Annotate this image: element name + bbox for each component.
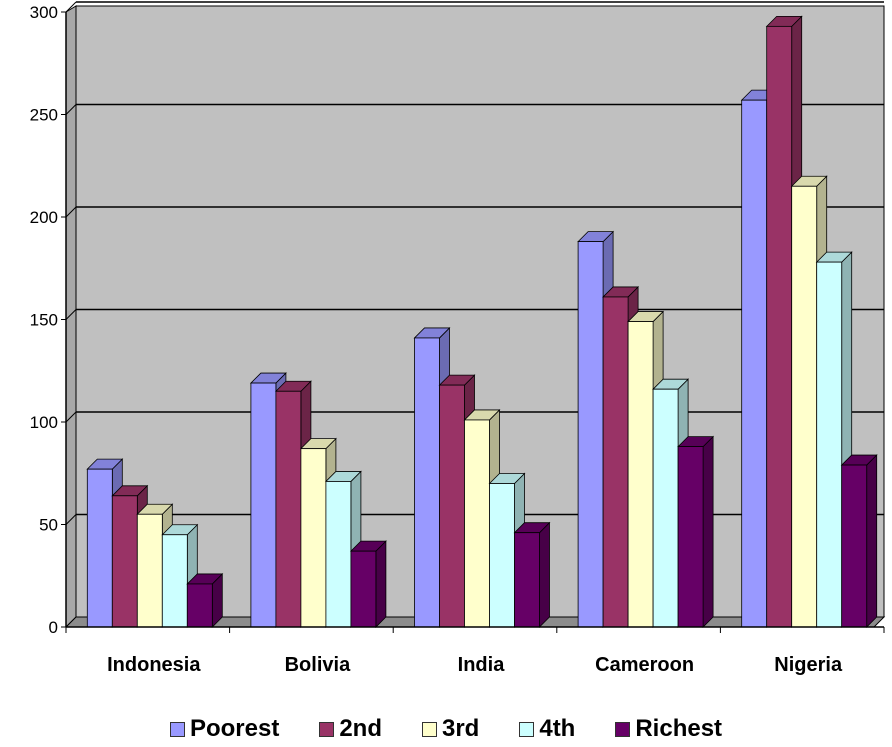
x-category-labels: Indonesia Bolivia India Cameroon Nigeria — [107, 654, 843, 676]
y-tick-label: 0 — [49, 618, 58, 637]
bar-front — [791, 185, 818, 628]
bar-front — [111, 495, 138, 628]
y-tick-label: 200 — [30, 208, 58, 227]
legend-label: 3rd — [441, 715, 480, 742]
bar-side — [702, 435, 714, 628]
y-tick-label: 100 — [30, 413, 58, 432]
bar-side — [375, 540, 387, 628]
y-tick-labels: 0 50 100 150 200 250 300 — [30, 3, 66, 637]
bar-side — [866, 454, 878, 628]
bar-front — [439, 384, 465, 628]
gridline-side — [65, 411, 77, 423]
legend: Poorest 2nd 3rd 4th Richest — [0, 712, 892, 746]
bar-side — [539, 521, 550, 628]
bar-front — [275, 390, 302, 628]
side-wall — [65, 5, 77, 629]
x-category-label: Nigeria — [774, 654, 843, 676]
bar-front — [741, 99, 768, 628]
bar-front — [514, 532, 540, 628]
bar-front — [677, 446, 704, 628]
legend-swatch — [421, 721, 437, 737]
bar-front — [627, 321, 654, 628]
gridline-side — [65, 206, 77, 218]
y-tick-label: 150 — [30, 311, 58, 330]
legend-label: Poorest — [189, 715, 280, 742]
bar-front — [161, 534, 188, 628]
legend-swatch — [319, 721, 335, 737]
legend-item-3rd: 3rd — [421, 715, 480, 743]
legend-swatch — [519, 721, 535, 737]
bar-front — [577, 241, 604, 628]
y-tick-label: 50 — [39, 516, 58, 535]
bar-front — [602, 296, 629, 628]
bar-chart: 0 50 100 150 200 250 300 Indonesia Bolivia India… — [30, 1, 886, 676]
bar-nigeria-richest — [840, 454, 878, 628]
bar-bolivia-richest — [349, 540, 387, 628]
y-tick-label: 250 — [30, 106, 58, 125]
bar-front — [300, 448, 327, 628]
bar-front — [841, 464, 868, 628]
bar-front — [816, 261, 843, 628]
bar-front — [489, 483, 515, 628]
gridline-side — [65, 104, 77, 115]
legend-swatch — [169, 721, 185, 737]
gridline-side — [65, 309, 77, 320]
legend-label: 4th — [539, 715, 576, 742]
y-tick-label: 300 — [30, 3, 58, 22]
bar-front — [86, 468, 113, 628]
legend-swatch — [615, 721, 631, 737]
x-category-label: Cameroon — [595, 654, 694, 676]
bar-front — [652, 388, 679, 628]
bar-front — [325, 481, 352, 628]
bar-indonesia-richest — [186, 572, 224, 628]
bar-india-richest — [513, 521, 551, 628]
bar-front — [186, 583, 213, 628]
x-category-label: Bolivia — [285, 654, 351, 676]
gridline-side — [65, 1, 77, 13]
legend-item-4th: 4th — [519, 715, 575, 743]
bar-front — [250, 382, 277, 628]
legend-item-richest: Richest — [615, 715, 722, 743]
gridline-side — [65, 514, 77, 525]
bar-front — [766, 25, 793, 628]
bar-front — [136, 513, 163, 628]
legend-item-2nd: 2nd — [319, 715, 382, 743]
x-category-label: Indonesia — [107, 654, 201, 676]
bar-cameroon-richest — [677, 435, 715, 628]
legend-item-poorest: Poorest — [169, 715, 280, 743]
bars — [86, 15, 878, 628]
bar-front — [464, 419, 490, 628]
legend-label: 2nd — [339, 715, 382, 742]
x-category-label: India — [458, 654, 506, 676]
legend-label: Richest — [635, 715, 723, 742]
bar-front — [414, 337, 440, 628]
bar-front — [350, 550, 377, 628]
